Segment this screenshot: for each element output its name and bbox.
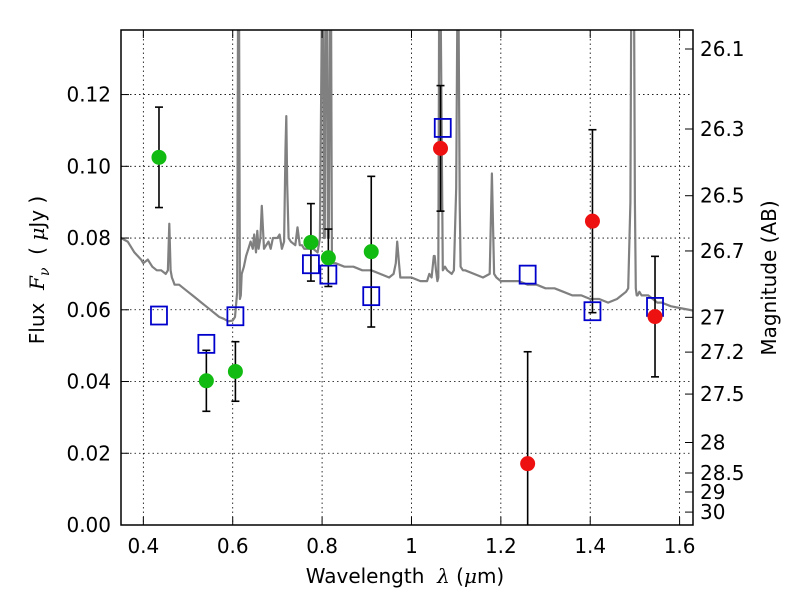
mag-tick-label: 26.5 xyxy=(700,184,745,208)
y-tick-label: 0.06 xyxy=(66,298,111,322)
x-tick-label: 0.6 xyxy=(217,534,249,558)
model-point xyxy=(302,254,320,275)
mag-tick-label: 26.1 xyxy=(700,37,745,61)
mag-tick-label: 28.5 xyxy=(700,461,745,485)
model-point xyxy=(319,264,338,285)
data-point xyxy=(198,373,214,389)
y-tick-label: 0.02 xyxy=(66,441,111,465)
data-point xyxy=(227,363,243,379)
x-tick-label: 1.4 xyxy=(574,534,606,558)
y-tick-label: 0.12 xyxy=(66,83,111,107)
tick-labels: 0.4 0.6 0.8 1 1.2 1.4 1.6 0.00 0.02 0.04 0.06 0.08 0… xyxy=(66,37,744,558)
model-point xyxy=(150,305,168,326)
x-tick-label: 0.8 xyxy=(306,534,338,558)
data-point xyxy=(647,309,663,325)
mag-tick-label: 26.3 xyxy=(700,117,745,141)
mag-tick-label: 27 xyxy=(700,305,725,329)
y2-axis-label: Magnitude (AB) xyxy=(757,200,781,355)
mag-tick-label: 26.7 xyxy=(700,239,745,263)
model-point xyxy=(226,306,245,327)
y-axis-label: Flux Fν ( μJy ) xyxy=(25,196,53,344)
model-point xyxy=(362,286,381,307)
data-point xyxy=(433,140,449,156)
data-point xyxy=(363,244,379,260)
data-point xyxy=(584,213,600,229)
x-tick-label: 1.6 xyxy=(664,534,696,558)
model-point xyxy=(583,301,602,322)
x-tick-label: 1.2 xyxy=(485,534,517,558)
y-tick-label: 0.04 xyxy=(66,370,111,394)
mag-tick-label: 27.5 xyxy=(700,382,745,406)
model-point xyxy=(518,264,537,285)
model-photometry-markers xyxy=(150,118,664,354)
data-point xyxy=(520,456,536,472)
y-tick-label: 0.08 xyxy=(66,226,111,250)
data-point xyxy=(303,234,319,250)
axis-ticks xyxy=(121,30,693,526)
y-tick-label: 0.00 xyxy=(66,513,111,537)
mag-tick-label: 27.2 xyxy=(700,340,745,364)
x-axis-label: Wavelength λ (μm) xyxy=(306,564,505,588)
y-tick-label: 0.10 xyxy=(66,154,111,178)
plot-frame xyxy=(120,29,694,526)
mag-tick-label: 28 xyxy=(700,431,725,455)
model-point xyxy=(197,333,216,354)
observed-markers xyxy=(151,140,663,472)
x-tick-label: 0.4 xyxy=(127,534,159,558)
data-point xyxy=(320,250,336,266)
data-point xyxy=(151,149,167,165)
mag-tick-label: 29 xyxy=(700,480,725,504)
mag-tick-label: 30 xyxy=(700,500,725,524)
x-tick-label: 1 xyxy=(405,534,418,558)
model-point xyxy=(433,118,452,138)
